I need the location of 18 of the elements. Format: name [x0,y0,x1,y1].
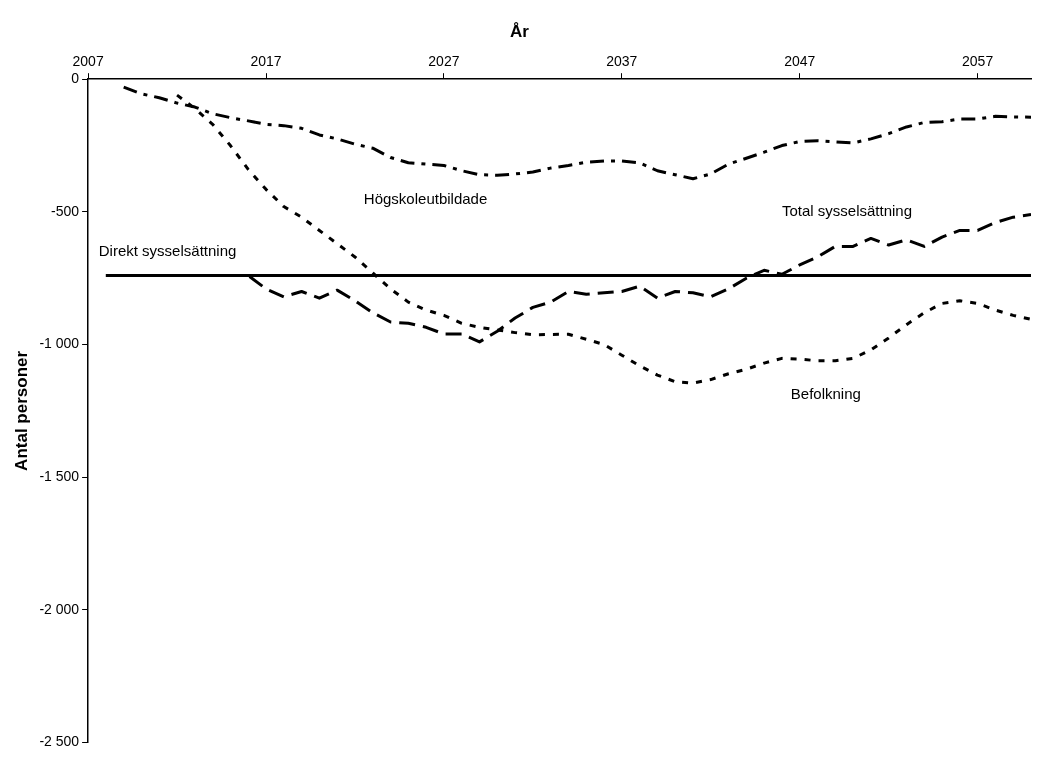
series-label: Direkt sysselsättning [98,241,237,259]
x-tick-label: 2017 [250,52,282,69]
series-label: Befolkning [790,385,861,403]
series-label: Högskoleutbildade [363,190,488,208]
x-tick-label: 2037 [606,52,638,69]
y-tick-label: -1 000 [39,335,80,352]
x-tick-label: 2027 [428,52,460,69]
x-tick-label: 2007 [72,52,104,69]
y-tick-label: -1 500 [39,468,80,485]
y-tick-label: 0 [71,70,80,87]
y-tick-label: -2 500 [39,733,80,750]
series-label: Total sysselsättning [781,202,913,220]
chart-title: År [510,21,530,41]
x-tick-label: 2047 [784,52,816,69]
y-tick-label: -2 000 [39,600,80,617]
y-tick-label: -500 [51,202,80,219]
x-tick-label: 2057 [962,52,994,69]
y-axis-title: Antal personer [11,350,31,471]
